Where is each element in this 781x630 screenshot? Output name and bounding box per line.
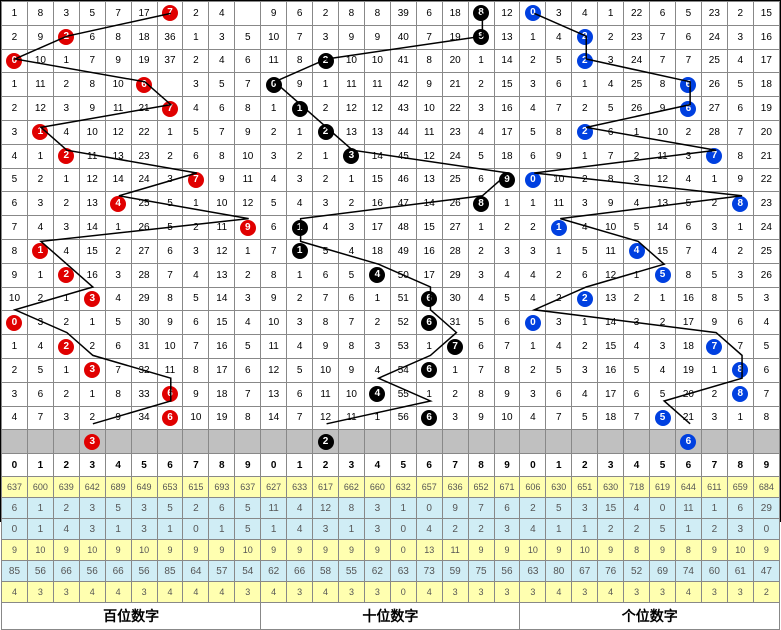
trend-row: 0101791937246118210104182011425232477254…: [2, 49, 780, 73]
trend-ball: 7: [706, 339, 722, 355]
trend-ball: 8: [732, 196, 748, 212]
trend-ball: 7: [188, 172, 204, 188]
trend-ball: 3: [343, 148, 359, 164]
trend-ball: 9: [240, 220, 256, 236]
trend-ball: 6: [136, 77, 152, 93]
trend-ball: 8: [473, 196, 489, 212]
trend-ball: 2: [318, 124, 334, 140]
trend-ball: 0: [525, 315, 541, 331]
trend-row: 7431412652119614317481527122141051463124: [2, 216, 780, 240]
panel-label-row: 百位数字十位数字个位数字: [2, 603, 780, 630]
trend-row: 2123911217468112121243102231647252696276…: [2, 97, 780, 121]
trend-ball: 1: [292, 243, 308, 259]
trend-ball: 0: [525, 172, 541, 188]
trend-ball: 6: [680, 434, 696, 450]
trend-ball: 1: [551, 220, 567, 236]
trend-row: 91216328741328165450172934426121585326: [2, 263, 780, 287]
trend-row: 4121113232681032131445122451869172113782…: [2, 144, 780, 168]
trend-ball: 0: [6, 53, 22, 69]
trend-ball: 8: [732, 362, 748, 378]
trend-ball: 5: [655, 410, 671, 426]
trend-row: 36218336918713611104551289364176520287: [2, 382, 780, 406]
stats-row: 61235352651141283109762531540111629: [2, 498, 780, 519]
stats-row: 433443444343433043333434334332: [2, 582, 780, 603]
stats-row: 6376006396426896496536156936376276336176…: [2, 477, 780, 498]
trend-ball: 2: [577, 291, 593, 307]
trend-ball: 8: [732, 386, 748, 402]
trend-ball: 4: [110, 196, 126, 212]
stats-row: 8556665666568564575462665855626373597556…: [2, 561, 780, 582]
trend-row: 111281063570911111429212153614258626518: [2, 73, 780, 97]
trend-ball: 3: [84, 362, 100, 378]
trend-ball: 6: [680, 101, 696, 117]
trend-ball: 1: [32, 243, 48, 259]
trend-row: 3141012221579212131344112341758261102287…: [2, 120, 780, 144]
trend-ball: 3: [84, 434, 100, 450]
trend-ball: 2: [577, 124, 593, 140]
trend-ball: 0: [6, 315, 22, 331]
column-header-row: 012345678901234567890123456789: [2, 454, 780, 477]
trend-row: 4732934610198147121115663910475187521318: [2, 406, 780, 430]
trend-ball: 8: [473, 29, 489, 45]
panel-label: 十位数字: [261, 603, 520, 630]
trend-ball: 1: [32, 124, 48, 140]
trend-ball: 6: [421, 291, 437, 307]
trend-ball: 6: [162, 386, 178, 402]
trend-row: 3 2 6: [2, 430, 780, 454]
trend-ball: 0: [266, 77, 282, 93]
stats-row: 910910910999109999901311991091098989109: [2, 540, 780, 561]
trend-row: 8141522763121715418491628233151141574225: [2, 239, 780, 263]
trend-ball: 2: [577, 53, 593, 69]
trend-ball: 6: [421, 315, 437, 331]
trend-ball: 4: [369, 386, 385, 402]
trend-ball: 5: [655, 267, 671, 283]
trend-ball: 8: [473, 5, 489, 21]
trend-row: 6321342551101254321647142681111394135282…: [2, 192, 780, 216]
trend-ball: 2: [58, 267, 74, 283]
trend-ball: 7: [447, 339, 463, 355]
trend-ball: 2: [58, 148, 74, 164]
trend-row: 1422631107165114983531767142154318775: [2, 335, 780, 359]
trend-ball: 9: [499, 172, 515, 188]
trend-ball: 2: [58, 29, 74, 45]
panel-label: 百位数字: [2, 603, 261, 630]
trend-ball: 2: [58, 339, 74, 355]
trend-ball: 6: [162, 410, 178, 426]
trend-ball: 1: [292, 101, 308, 117]
trend-ball: 6: [680, 77, 696, 93]
trend-ball: 2: [577, 29, 593, 45]
trend-ball: 7: [162, 5, 178, 21]
trend-row: 1021342985143927615163045422132116853: [2, 287, 780, 311]
trend-ball: 4: [369, 267, 385, 283]
trend-row: 25137321181761251094546178253165419186: [2, 358, 780, 382]
trend-row: 183571772496288396188120341226523215: [2, 2, 780, 26]
trend-ball: 2: [318, 434, 334, 450]
trend-ball: 0: [525, 5, 541, 21]
trend-ball: 6: [421, 410, 437, 426]
trend-ball: 7: [162, 101, 178, 117]
trend-ball: 6: [421, 362, 437, 378]
trend-row: 292681836135107399407198131422237624316: [2, 25, 780, 49]
trend-ball: 3: [84, 291, 100, 307]
trend-row: 5211214243791143211546132569010283124192…: [2, 168, 780, 192]
trend-row: 0321530961541038725263156031143217964: [2, 311, 780, 335]
trend-ball: 1: [292, 220, 308, 236]
trend-ball: 4: [629, 243, 645, 259]
trend-ball: 7: [706, 148, 722, 164]
panel-label: 个位数字: [520, 603, 780, 630]
trend-ball: 2: [318, 53, 334, 69]
